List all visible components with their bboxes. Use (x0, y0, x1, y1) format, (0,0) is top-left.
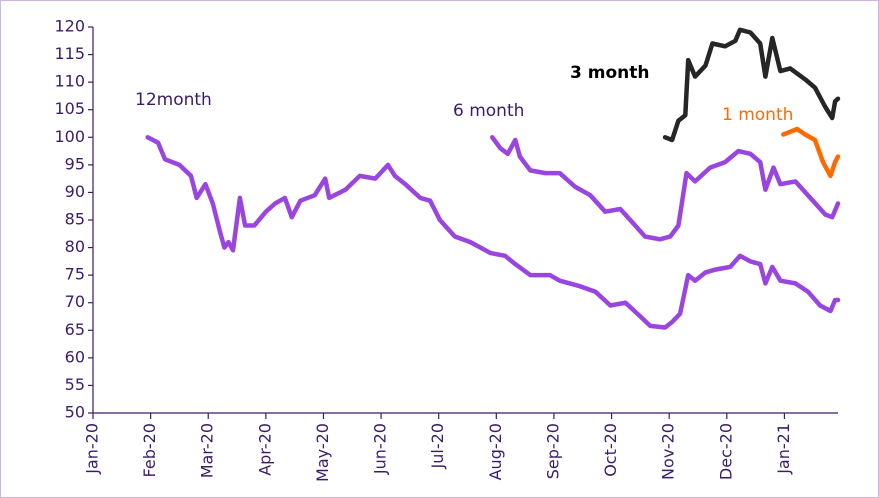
x-tick-label: Sep-20 (543, 423, 562, 479)
x-tick-label: Dec-20 (716, 423, 735, 480)
x-tick-label: Nov-20 (659, 423, 678, 480)
x-tick-label: Oct-20 (601, 423, 620, 477)
y-tick-label: 75 (65, 265, 85, 284)
series-label: 12month (135, 90, 212, 110)
x-tick-label: Aug-20 (486, 423, 505, 480)
x-tick-label: Jan-20 (83, 423, 102, 475)
y-tick-label: 110 (54, 72, 85, 91)
y-tick-label: 105 (54, 99, 85, 118)
y-tick-label: 65 (65, 320, 85, 339)
x-tick-label: Jul-20 (428, 423, 447, 469)
series-label: 6 month (453, 101, 524, 121)
y-tick-label: 100 (54, 127, 85, 146)
y-tick-label: 80 (65, 237, 85, 256)
y-tick-label: 115 (54, 44, 85, 63)
x-tick-label: Jun-20 (371, 423, 390, 475)
x-tick-label: Apr-20 (255, 423, 274, 476)
series-label: 3 month (570, 63, 649, 83)
x-tick-label: Feb-20 (140, 423, 159, 477)
x-tick-label: May-20 (313, 423, 332, 482)
series-line (662, 27, 841, 143)
series-line (490, 135, 841, 242)
y-tick-label: 85 (65, 210, 85, 229)
series-line (145, 135, 841, 330)
series-line (781, 126, 841, 179)
y-tick-label: 70 (65, 292, 85, 311)
x-tick-label: Jan-21 (774, 423, 793, 475)
series-label: 1 month (722, 105, 793, 125)
y-tick-label: 60 (65, 347, 85, 366)
y-tick-label: 120 (54, 17, 85, 36)
y-tick-label: 95 (65, 154, 85, 173)
y-tick-label: 90 (65, 182, 85, 201)
x-tick-label: Mar-20 (198, 423, 217, 478)
y-tick-label: 50 (65, 403, 85, 422)
y-tick-label: 55 (65, 375, 85, 394)
